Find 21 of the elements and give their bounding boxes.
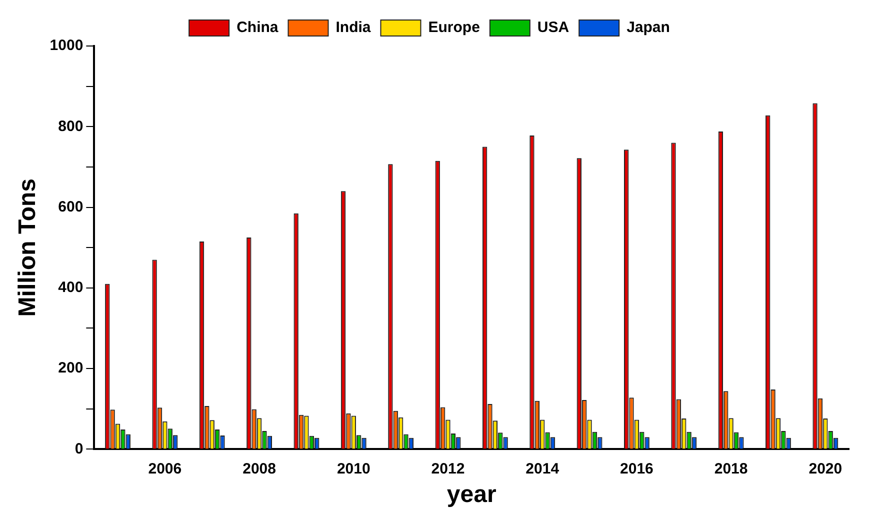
legend-label: China [236,19,279,36]
x-tick-label: 2020 [808,460,842,478]
y-axis-title: Million Tons [14,178,42,317]
legend-label: Europe [428,19,480,36]
y-tick-label: 400 [58,279,84,296]
y-tick-label: 600 [58,198,84,216]
y-tick-label: 800 [58,118,84,135]
x-tick-label: 2006 [148,460,182,478]
x-tick-label: 2012 [431,460,465,478]
y-tick-label: 200 [58,360,84,377]
x-tick-label: 2008 [242,460,276,478]
x-tick-label: 2018 [714,460,748,478]
y-tick-label: 1000 [50,37,84,54]
x-tick-label: 2014 [526,460,560,478]
x-tick-label: 2010 [336,460,370,478]
x-axis-title: year [446,481,496,508]
legend-label: India [336,19,372,36]
x-tick-label: 2016 [620,460,654,478]
legend-label: Japan [626,19,670,36]
legend-label: USA [537,19,570,36]
y-tick-label: 0 [74,440,84,458]
